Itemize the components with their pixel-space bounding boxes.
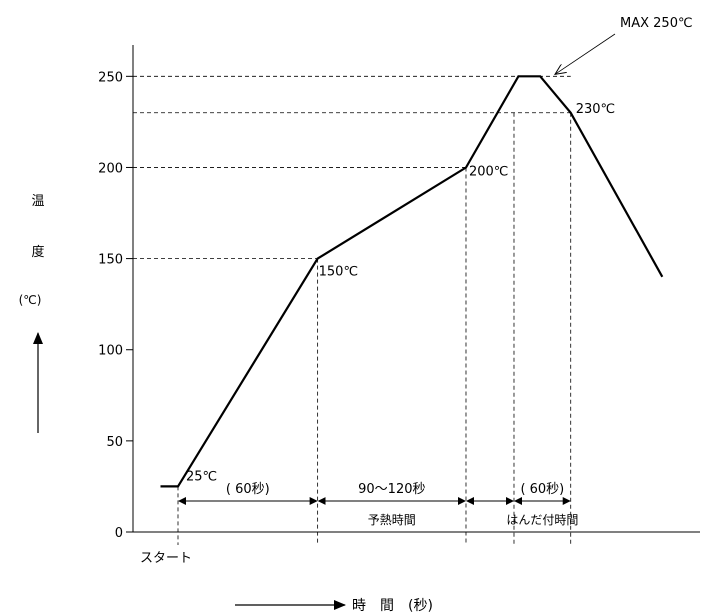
y-axis-ticks: 0 50 100 150 200 250	[98, 70, 133, 541]
y-label-char-2: 度	[31, 244, 44, 260]
interval-label: ( 60秒)	[520, 482, 564, 497]
y-tick-label: 250	[98, 70, 123, 85]
point-annotation: 230℃	[576, 102, 615, 117]
interval-label: 90〜120秒	[358, 482, 425, 497]
series-group	[160, 75, 664, 488]
reference-lines	[133, 75, 572, 545]
point-annotation: MAX 250℃	[620, 16, 693, 31]
start-label: スタート	[140, 551, 192, 566]
y-label-unit: (℃)	[19, 293, 42, 307]
max-leader-line	[555, 33, 616, 74]
y-tick-label: 100	[98, 344, 123, 359]
y-label-char-1: 温	[31, 194, 44, 209]
y-tick-label: 200	[98, 161, 123, 176]
y-tick-label: 50	[106, 435, 123, 450]
y-tick-label: 150	[98, 253, 123, 268]
point-annotation: 25℃	[186, 469, 217, 484]
interval-sublabel: はんだ付時間	[506, 513, 578, 527]
annotations: 25℃ 150℃ 200℃ 230℃ MAX 250℃	[186, 16, 693, 484]
interval-sublabel: 予熱時間	[368, 513, 416, 527]
interval-label: ( 60秒)	[226, 482, 270, 497]
y-tick-label: 0	[115, 526, 123, 541]
x-axis-label: 時 間 (秒)	[352, 598, 433, 614]
temperature-profile-line	[160, 75, 664, 488]
point-annotation: 150℃	[319, 265, 358, 280]
point-annotation: 200℃	[469, 164, 508, 179]
